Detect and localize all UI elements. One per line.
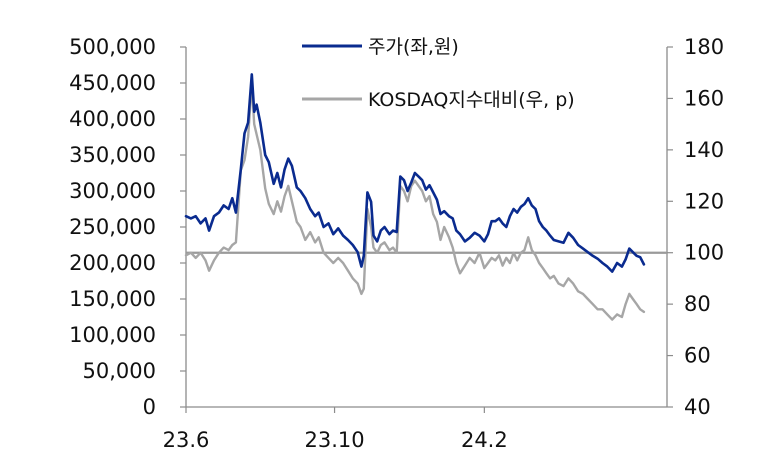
right-axis-tick-label: 140 <box>684 138 724 162</box>
left-axis-tick-label: 100,000 <box>69 323 156 347</box>
right-axis-tick-label: 60 <box>684 344 711 368</box>
left-axis-tick-label: 450,000 <box>69 71 156 95</box>
x-axis-tick-label: 23.10 <box>304 428 364 452</box>
legend: 주가(좌,원) KOSDAQ지수대비(우, p) <box>302 36 575 111</box>
right-axis-tick-label: 180 <box>684 35 724 59</box>
right-axis-tick-label: 120 <box>684 189 724 213</box>
axes-layer: 0 50,000 100,000 150,000 200,000 250,000 300,0… <box>69 35 724 452</box>
series-line-stock-price <box>184 73 646 273</box>
series-line-kosdaq-relative <box>184 81 646 321</box>
x-axis-tick-label: 24.2 <box>461 428 508 452</box>
left-axis-tick-label: 250,000 <box>69 215 156 239</box>
right-axis-tick-label: 40 <box>684 395 711 419</box>
right-axis-tick-label: 160 <box>684 86 724 110</box>
legend-label-stock-price: 주가(좌,원) <box>368 36 459 58</box>
left-axis-tick-label: 50,000 <box>83 359 156 383</box>
left-axis-tick-label: 150,000 <box>69 287 156 311</box>
left-axis-tick-label: 300,000 <box>69 179 156 203</box>
legend-label-kosdaq-relative: KOSDAQ지수대비(우, p) <box>368 89 575 111</box>
left-axis-tick-label: 400,000 <box>69 107 156 131</box>
right-axis-tick-label: 100 <box>684 241 724 265</box>
right-axis-tick-label: 80 <box>684 292 711 316</box>
left-axis-tick-label: 350,000 <box>69 143 156 167</box>
left-axis-tick-label: 0 <box>143 395 156 419</box>
left-axis-tick-label: 200,000 <box>69 251 156 275</box>
series-layer <box>184 73 667 321</box>
left-axis-tick-label: 500,000 <box>69 35 156 59</box>
x-axis-tick-label: 23.6 <box>163 428 210 452</box>
